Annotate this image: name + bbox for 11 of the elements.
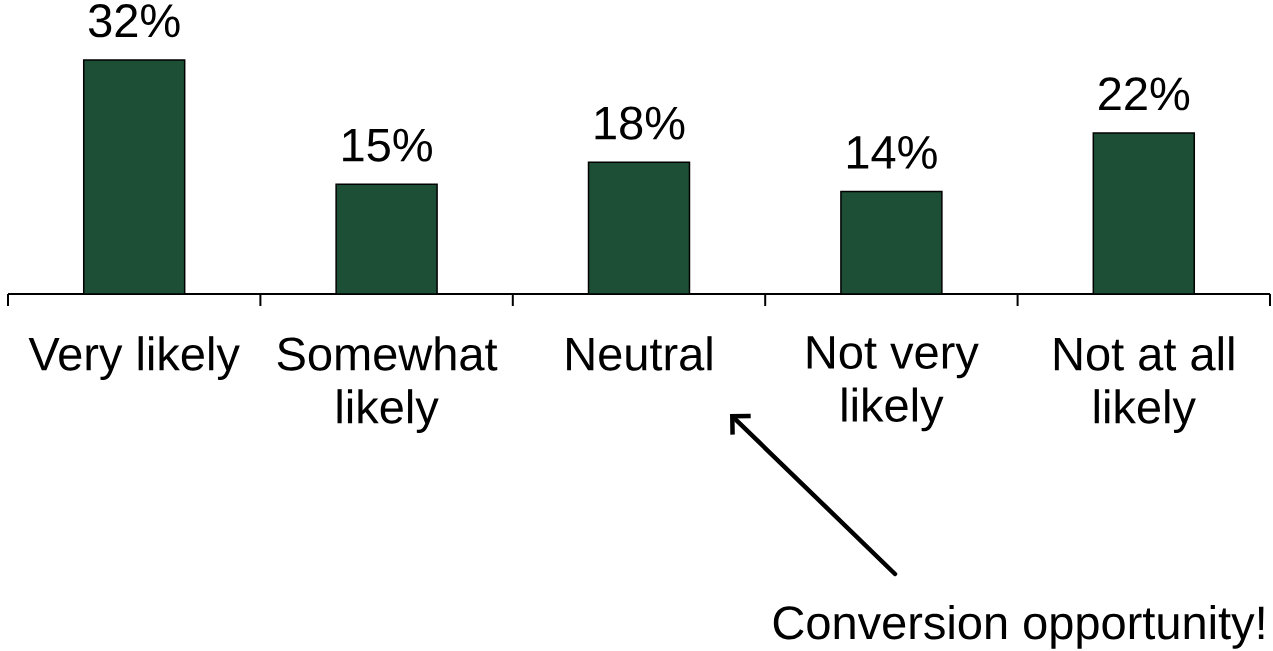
x-tick-label: Somewhat likely [277, 336, 498, 433]
data-label: 18% [595, 106, 685, 140]
data-label: 14% [847, 135, 937, 169]
data-label: 22% [1099, 77, 1190, 111]
x-tick-label: Not at all likely [1054, 336, 1234, 433]
x-tick-label: Neutral [567, 336, 712, 371]
data-label: 15% [343, 128, 432, 162]
data-label: 32% [88, 4, 180, 38]
x-tick-label: Not very likely [807, 336, 979, 432]
text: Conversion opportunity! [773, 604, 1264, 649]
x-tick-label: Very likely [28, 336, 240, 380]
